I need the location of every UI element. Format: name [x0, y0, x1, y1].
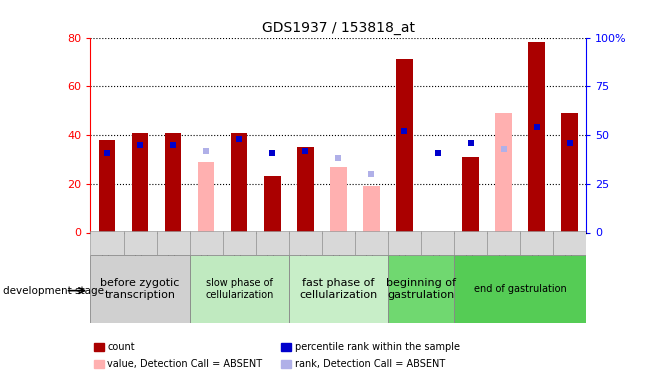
Bar	[289, 231, 322, 255]
Bar	[98, 140, 115, 232]
Text: fast phase of
cellularization: fast phase of cellularization	[299, 278, 377, 300]
Bar	[487, 231, 520, 255]
Bar	[462, 157, 479, 232]
Bar	[190, 255, 289, 322]
Title: GDS1937 / 153818_at: GDS1937 / 153818_at	[262, 21, 415, 35]
Bar	[363, 186, 380, 232]
Bar	[256, 231, 289, 255]
Text: count: count	[107, 342, 135, 352]
Bar	[297, 147, 314, 232]
Bar	[553, 231, 586, 255]
Bar	[330, 166, 346, 232]
Text: slow phase of
cellularization: slow phase of cellularization	[205, 278, 273, 300]
Bar	[222, 231, 256, 255]
Text: value, Detection Call = ABSENT: value, Detection Call = ABSENT	[107, 359, 263, 369]
Bar	[289, 255, 388, 322]
Bar	[322, 231, 355, 255]
Bar	[520, 231, 553, 255]
Bar	[561, 113, 578, 232]
Bar	[264, 177, 281, 232]
Bar	[396, 59, 413, 232]
Text: before zygotic
transcription: before zygotic transcription	[100, 278, 180, 300]
Text: percentile rank within the sample: percentile rank within the sample	[295, 342, 460, 352]
Bar	[454, 255, 586, 322]
Bar	[495, 113, 512, 232]
Bar	[165, 133, 182, 232]
Bar	[132, 133, 148, 232]
Bar	[231, 133, 247, 232]
Bar	[157, 231, 190, 255]
Bar	[198, 162, 214, 232]
Text: rank, Detection Call = ABSENT: rank, Detection Call = ABSENT	[295, 359, 445, 369]
Bar	[190, 231, 222, 255]
Bar	[388, 231, 421, 255]
Bar	[123, 231, 157, 255]
Bar	[388, 255, 454, 322]
Bar	[90, 231, 123, 255]
Bar	[421, 231, 454, 255]
Bar	[454, 231, 487, 255]
Bar	[90, 255, 190, 322]
Bar	[355, 231, 388, 255]
Text: development stage: development stage	[3, 286, 105, 296]
Bar	[529, 42, 545, 232]
Text: end of gastrulation: end of gastrulation	[474, 284, 567, 294]
Text: beginning of
gastrulation: beginning of gastrulation	[386, 278, 456, 300]
